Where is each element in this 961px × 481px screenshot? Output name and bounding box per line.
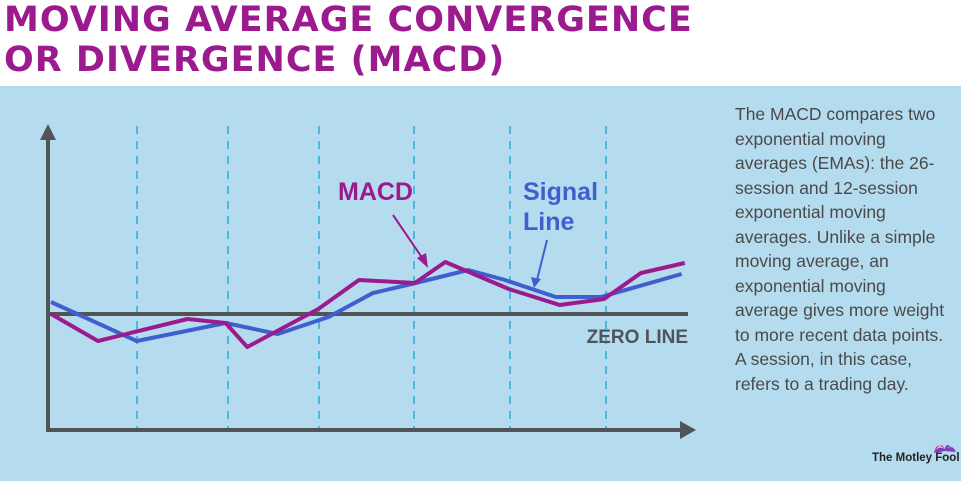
brand-name: The Motley Fool [872, 452, 960, 464]
x-axis-arrow-icon [680, 421, 696, 439]
signal-line [50, 268, 683, 343]
header: MOVING AVERAGE CONVERGENCE OR DIVERGENCE… [0, 0, 961, 86]
macd-arrow-icon [417, 253, 428, 268]
signal-label-line-2: Line [523, 208, 574, 236]
gridlines [136, 126, 607, 428]
motley-fool-logo: The Motley Fool [872, 445, 960, 464]
signal-arrow-icon [531, 277, 541, 288]
y-axis-arrow-icon [40, 124, 56, 140]
jester-hat-icon [934, 445, 956, 453]
description: The MACD compares two exponential moving… [735, 104, 945, 394]
macd-label: MACD [338, 178, 413, 206]
zero-line-label: ZERO LINE [587, 327, 688, 348]
title-line-2: OR DIVERGENCE (MACD) [4, 40, 506, 80]
title-line-1: MOVING AVERAGE CONVERGENCE [4, 0, 693, 40]
page-title: MOVING AVERAGE CONVERGENCE OR DIVERGENCE… [4, 0, 693, 80]
signal-label-line-1: Signal [523, 178, 598, 206]
signal-pointer [536, 239, 548, 281]
macd-pointer [392, 214, 426, 263]
macd-line [50, 260, 686, 349]
